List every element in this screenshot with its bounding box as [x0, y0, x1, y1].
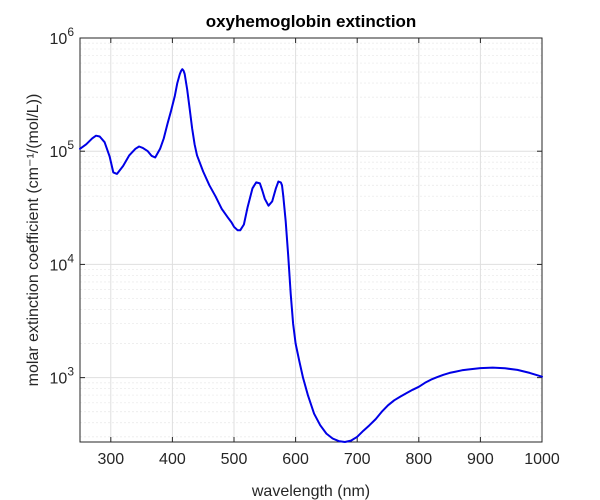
- y-axis-label: molar extinction coefficient (cm⁻¹/(mol/…: [25, 94, 42, 387]
- x-tick-label: 400: [159, 451, 186, 468]
- y-tick-label: 105: [50, 138, 75, 161]
- x-tick-label: 700: [344, 451, 371, 468]
- x-tick-label: 500: [221, 451, 248, 468]
- y-tick-label: 106: [50, 25, 75, 48]
- y-tick-label: 104: [50, 251, 75, 274]
- x-tick-label: 900: [467, 451, 494, 468]
- grid: [80, 37, 543, 442]
- x-tick-label: 600: [282, 451, 309, 468]
- x-tick-label: 800: [405, 451, 432, 468]
- x-tick-label: 300: [97, 451, 124, 468]
- ticks: 103 104 105 106 300 400 500 600 700 800 900 1000: [50, 25, 560, 468]
- series-layer: [79, 68, 543, 443]
- x-tick-label: 1000: [524, 451, 560, 468]
- axes-box: [79, 37, 543, 443]
- chart-title: oxyhemoglobin extinction: [206, 12, 417, 31]
- series-line-0: [79, 68, 543, 443]
- x-axis-label: wavelength (nm): [251, 483, 370, 500]
- y-tick-label: 103: [50, 365, 75, 388]
